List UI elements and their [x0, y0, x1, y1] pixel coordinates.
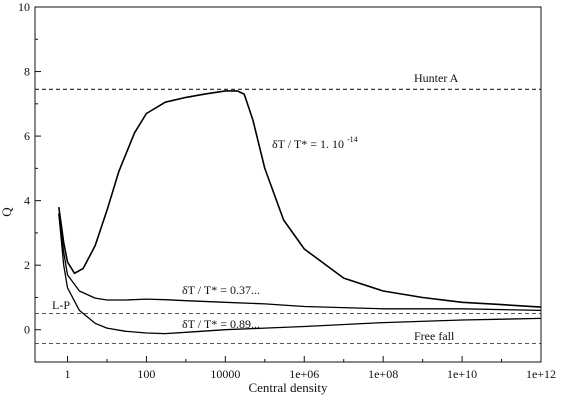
- ref-label-lp: L-P: [52, 298, 70, 312]
- ref-label-free-fall: Free fall: [414, 329, 455, 343]
- series-curves: [58, 90, 541, 335]
- x-tick-label: 1e+12: [526, 367, 556, 381]
- x-tick-label: 1e+08: [368, 367, 398, 381]
- y-tick-label: 4: [24, 194, 30, 208]
- y-axis-label: Q: [0, 207, 14, 217]
- x-axis-ticks: 1 100 10000 1e+06 1e+08 1e+10 1e+12: [65, 356, 556, 381]
- y-tick-label: 6: [24, 129, 30, 143]
- plot-frame: [34, 6, 542, 363]
- x-tick-label: 1e+10: [447, 367, 477, 381]
- annotation-series-2: δT / T* = 0.37...: [182, 283, 260, 297]
- y-tick-label: 2: [24, 258, 30, 272]
- y-tick-label: 8: [24, 65, 30, 79]
- ref-label-hunter-a: Hunter A: [414, 71, 459, 85]
- x-axis-label: Central density: [248, 380, 328, 395]
- series-line: [58, 213, 541, 335]
- series-line: [58, 213, 541, 312]
- x-tick-label: 1e+06: [289, 367, 319, 381]
- x-tick-label: 1: [65, 367, 71, 381]
- y-tick-label: 10: [18, 0, 30, 14]
- annotation-series-1: δT / T* = 1. 10 -14: [272, 135, 358, 151]
- annotation-series-1-exponent: -14: [347, 135, 358, 144]
- series-line: [58, 90, 541, 308]
- reference-lines: [35, 88, 541, 345]
- y-tick-label: 0: [24, 323, 30, 337]
- y-axis-ticks: 0 2 4 6 8 10: [18, 0, 41, 363]
- x-tick-label: 100: [137, 367, 155, 381]
- x-tick-label: 10000: [210, 367, 240, 381]
- annotation-series-3: δT / T* = 0.89...: [182, 317, 260, 331]
- annotation-series-1-text: δT / T* = 1. 10: [272, 137, 344, 151]
